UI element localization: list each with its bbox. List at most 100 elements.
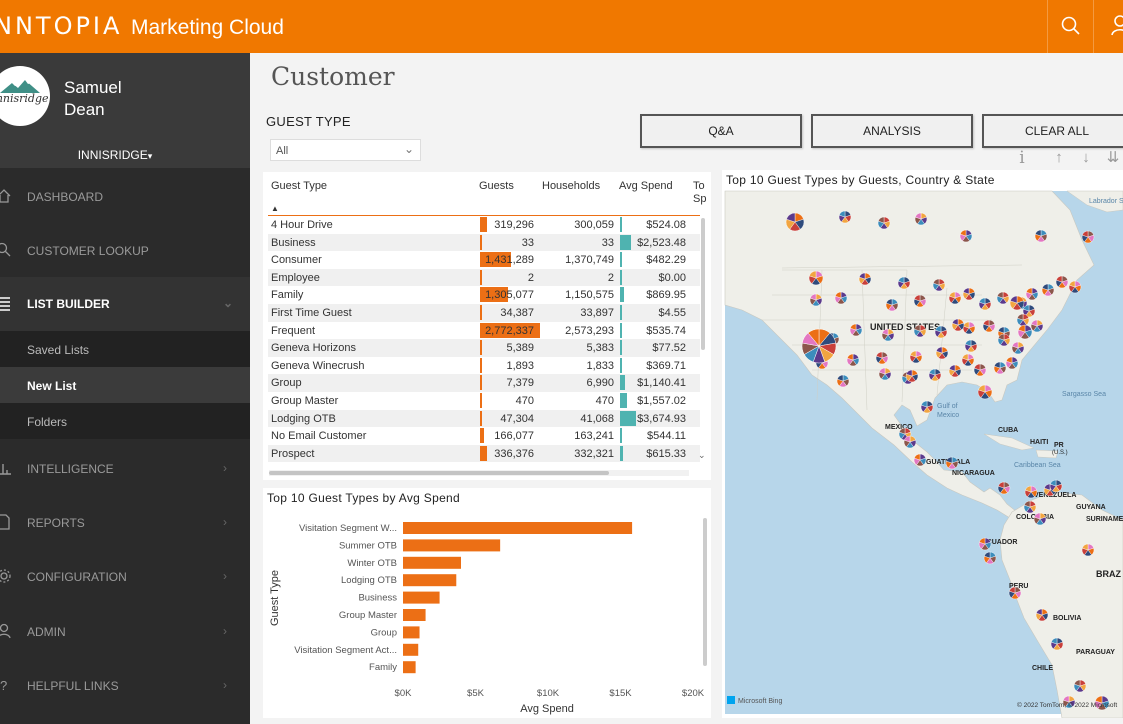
bar[interactable] — [403, 574, 457, 587]
bar[interactable] — [403, 556, 461, 569]
map-pie-marker[interactable] — [948, 291, 962, 305]
map-pie-marker[interactable] — [905, 369, 919, 383]
map-pie-marker[interactable] — [983, 551, 997, 565]
table-row[interactable]: Consumer 1,431,289 1,370,749 $482.29 — [268, 251, 700, 269]
qa-button[interactable]: Q&A — [640, 114, 802, 148]
map-pie-marker[interactable] — [1025, 287, 1039, 301]
table-row[interactable]: Employee 2 2 $0.00 — [268, 268, 700, 287]
table-row[interactable]: Geneva Winecrush 1,893 1,833 $369.71 — [268, 357, 700, 375]
sort-ascending-icon[interactable]: ▲ — [271, 204, 279, 213]
map-pie-marker[interactable] — [1005, 356, 1019, 370]
map-svg[interactable]: UNITED STATESMEXICOCUBAHAITIPR(U.S.)GUAT… — [722, 170, 1123, 718]
column-header-total-spend[interactable]: To Sp — [693, 180, 707, 205]
map-pie-marker[interactable] — [885, 298, 899, 312]
nav-admin[interactable]: ADMIN › — [0, 605, 250, 659]
scrollbar-thumb[interactable] — [269, 471, 609, 475]
map-pie-marker[interactable] — [934, 325, 948, 339]
map-pie-marker[interactable] — [808, 270, 824, 286]
nav-configuration[interactable]: CONFIGURATION › — [0, 550, 250, 604]
drill-down-icon[interactable]: ↓ — [1082, 149, 1090, 166]
map-pie-marker[interactable] — [1030, 319, 1044, 333]
map-pie-marker[interactable] — [997, 481, 1011, 495]
map-pie-marker[interactable] — [1049, 479, 1063, 493]
scroll-down-icon[interactable]: ⌄ — [698, 450, 706, 460]
nav-reports[interactable]: REPORTS › — [0, 496, 250, 550]
map-pie-marker[interactable] — [977, 384, 993, 400]
map-pie-marker[interactable] — [1094, 695, 1110, 711]
map-pie-marker[interactable] — [1008, 586, 1022, 600]
map-pie-marker[interactable] — [914, 212, 928, 226]
bar[interactable] — [403, 539, 501, 552]
map-pie-marker[interactable] — [1062, 695, 1076, 709]
map-pie-marker[interactable] — [846, 353, 860, 367]
map-pie-marker[interactable] — [897, 276, 911, 290]
map-pie-marker[interactable] — [1050, 637, 1064, 651]
map-pie-marker[interactable] — [1034, 229, 1048, 243]
nav-helpful-links[interactable]: ? HELPFUL LINKS › — [0, 659, 250, 713]
map-pie-marker[interactable] — [809, 293, 823, 307]
map-pie-marker[interactable] — [959, 229, 973, 243]
nav-customer-lookup[interactable]: CUSTOMER LOOKUP — [0, 224, 250, 278]
bar[interactable] — [403, 591, 440, 604]
map-pie-marker[interactable] — [878, 367, 892, 381]
nav-intelligence[interactable]: INTELLIGENCE › — [0, 442, 250, 496]
drill-up-icon[interactable]: ↑ — [1055, 149, 1063, 166]
nav-dashboard[interactable]: DASHBOARD — [0, 170, 250, 224]
table-row[interactable]: Family 1,305,077 1,150,575 $869.95 — [268, 286, 700, 304]
map-pie-marker[interactable] — [1017, 324, 1033, 340]
map-pie-marker[interactable] — [978, 537, 992, 551]
brand-logo[interactable]: NNTOPIA — [0, 12, 123, 40]
map-pie-marker[interactable] — [996, 291, 1010, 305]
scrollbar-thumb[interactable] — [701, 218, 705, 350]
avatar[interactable]: Innisridge — [0, 66, 50, 126]
map-pie-marker[interactable] — [1022, 304, 1036, 318]
map-pie-marker[interactable] — [1055, 275, 1069, 289]
map-pie-marker[interactable] — [1081, 230, 1095, 244]
nav-folders[interactable]: Folders — [0, 403, 250, 439]
map-pies[interactable] — [785, 210, 1110, 711]
guest-type-select[interactable]: All ⌄ — [270, 139, 421, 161]
map-pie-marker[interactable] — [982, 319, 996, 333]
table-row[interactable]: Business 33 33 $2,523.48 — [268, 233, 700, 252]
vertical-scrollbar[interactable]: ⌄ — [698, 218, 706, 466]
map-pie-marker[interactable] — [834, 291, 848, 305]
map-pie-marker[interactable] — [935, 346, 949, 360]
map-pie-marker[interactable] — [858, 272, 872, 286]
map-pie-marker[interactable] — [945, 456, 959, 470]
map-pie-marker[interactable] — [838, 210, 852, 224]
nav-list-builder[interactable]: LIST BUILDER ⌄ — [0, 277, 250, 331]
map-pie-marker[interactable] — [993, 361, 1007, 375]
map-pie-marker[interactable] — [1009, 295, 1025, 311]
expand-all-down-icon[interactable]: ⇊ — [1106, 149, 1120, 166]
table-row[interactable]: Prospect 336,376 332,321 $615.33 — [268, 444, 700, 463]
map-pie-marker[interactable] — [948, 364, 962, 378]
map-pie-marker[interactable] — [836, 374, 850, 388]
map-pie-marker[interactable] — [1035, 608, 1049, 622]
clear-all-button[interactable]: CLEAR ALL — [982, 114, 1123, 148]
table-row[interactable]: Frequent 2,772,337 2,573,293 $535.74 — [268, 322, 700, 340]
map-pie-marker[interactable] — [1041, 283, 1055, 297]
nav-new-list[interactable]: New List — [0, 367, 250, 403]
horizontal-scrollbar[interactable] — [269, 470, 689, 476]
table-row[interactable]: Lodging OTB 47,304 41,068 $3,674.93 — [268, 409, 700, 428]
column-header-households[interactable]: Households — [542, 180, 601, 192]
map-pie-marker[interactable] — [849, 323, 863, 337]
bar[interactable] — [403, 643, 419, 656]
map-pie-marker[interactable] — [1073, 679, 1087, 693]
info-icon[interactable]: i — [1019, 148, 1025, 168]
bar[interactable] — [403, 626, 420, 639]
map-pie-marker[interactable] — [920, 400, 934, 414]
map-pie-marker[interactable] — [928, 368, 942, 382]
map-pie-marker[interactable] — [909, 350, 923, 364]
bar[interactable] — [403, 609, 426, 621]
table-row[interactable]: 4 Hour Drive 319,296 300,059 $524.08 — [268, 216, 700, 234]
map-pie-marker[interactable] — [962, 321, 976, 335]
table-row[interactable]: No Email Customer 166,077 163,241 $544.11 — [268, 427, 700, 445]
map-pie-marker[interactable] — [962, 287, 976, 301]
map-pie-marker[interactable] — [877, 216, 891, 230]
map-pie-marker[interactable] — [951, 318, 965, 332]
map-pie-marker[interactable] — [881, 328, 895, 342]
column-header-avg-spend[interactable]: Avg Spend — [619, 180, 673, 192]
table-row[interactable]: Geneva Horizons 5,389 5,383 $77.52 — [268, 339, 700, 357]
map-pie-marker-large[interactable] — [801, 328, 837, 364]
